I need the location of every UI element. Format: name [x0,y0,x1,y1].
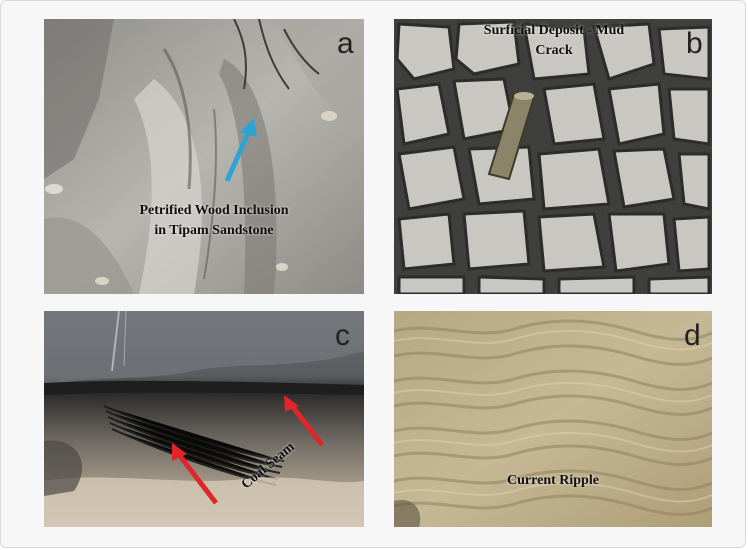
caption-line-2: Crack [535,43,573,58]
panel-b-mud-crack: b Surficial Deposit - Mud Crack [394,19,712,294]
caption-petrified-wood: Petrified Wood Inclusion in Tipam Sandst… [84,201,344,241]
caption-mud-crack: Surficial Deposit - Mud Crack [439,21,669,61]
caption-current-ripple: Current Ripple [507,473,599,488]
mud-crack-photo [394,19,712,294]
petrified-wood-photo [44,19,364,294]
panel-letter-c: c [335,319,350,352]
panel-a-petrified-wood: a Petrified Wood Inclusion in Tipam Sand… [44,19,364,294]
coal-seam-photo [44,311,364,527]
caption-line-1: Surficial Deposit - Mud [483,23,625,38]
red-arrow-right [284,395,324,447]
blue-arrow [224,118,257,183]
scale-pen [487,92,536,181]
caption-line-2: in Tipam Sandstone [154,223,274,238]
panel-d-current-ripple: d Current Ripple [394,311,712,527]
caption-line-1: Petrified Wood Inclusion [139,203,289,218]
panel-c-coal-seam: c Coal Seam [44,311,364,527]
panel-letter-d: d [684,319,701,352]
current-ripple-photo [394,311,712,527]
panel-letter-a: a [337,27,354,60]
red-arrow-left [172,443,218,505]
panel-letter-b: b [686,27,703,60]
